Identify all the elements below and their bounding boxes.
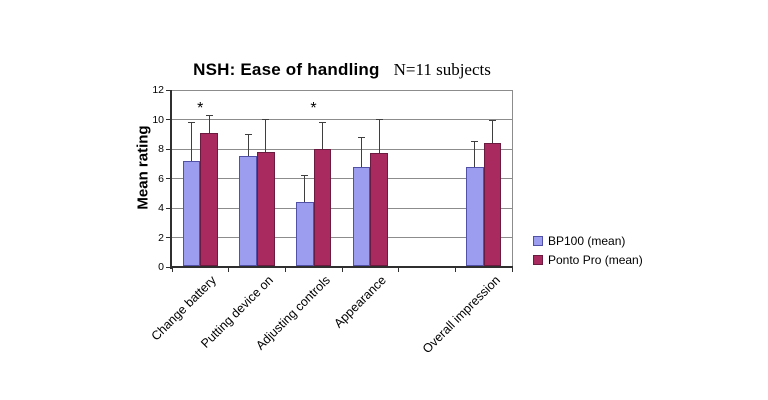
error-bar-cap	[471, 141, 479, 143]
chart-subtitle: N=11 subjects	[393, 60, 491, 79]
error-bar-cap	[244, 133, 252, 135]
x-category-label: Overall impression	[419, 273, 503, 357]
x-tick-mark	[171, 268, 173, 272]
gridline	[172, 89, 512, 91]
y-tick-label: 8	[158, 143, 164, 155]
bar-ponto-pro	[483, 143, 502, 266]
bar-ponto-pro	[257, 151, 275, 266]
error-bar-cap	[301, 175, 309, 177]
error-bar	[492, 120, 494, 144]
legend-label-bp100: BP100 (mean)	[548, 233, 626, 248]
y-axis-line	[170, 90, 172, 269]
error-bar	[304, 175, 306, 203]
y-tick-label: 0	[158, 261, 164, 273]
y-tick-mark	[166, 178, 170, 179]
x-tick-mark	[511, 268, 513, 272]
legend-swatch-bp100	[533, 235, 543, 246]
bar-ponto-pro	[370, 153, 389, 266]
error-bar-cap	[357, 136, 365, 138]
x-tick-mark	[284, 268, 286, 272]
error-bar	[322, 122, 324, 149]
error-bar	[474, 141, 476, 167]
bar-bp100	[352, 166, 371, 266]
chart-title: NSH: Ease of handling N=11 subjects	[140, 60, 544, 80]
y-tick-mark	[166, 89, 170, 91]
error-bar	[190, 122, 192, 161]
error-bar-cap	[262, 119, 270, 120]
y-tick-label: 12	[152, 84, 164, 96]
bar-ponto-pro	[313, 149, 332, 266]
y-axis-title: Mean rating	[134, 125, 152, 210]
gridline	[172, 119, 512, 120]
error-bar-cap	[375, 119, 383, 120]
y-tick-mark	[166, 237, 170, 238]
y-tick-mark	[166, 119, 170, 120]
bar-ponto-pro	[200, 132, 219, 266]
gridline	[172, 207, 512, 209]
error-bar-cap	[319, 121, 327, 123]
x-tick-mark	[228, 268, 230, 272]
significance-asterisk: *	[310, 100, 317, 117]
significance-asterisk: *	[197, 100, 204, 117]
gridline	[172, 178, 512, 179]
bar-bp100	[295, 202, 314, 266]
y-tick-label: 4	[158, 202, 164, 214]
y-tick-label: 2	[158, 231, 164, 244]
y-tick-mark	[166, 207, 170, 209]
bar-bp100	[239, 156, 257, 266]
x-tick-mark	[454, 268, 456, 272]
legend-item-ponto-pro: Ponto Pro (mean)	[533, 250, 643, 269]
y-tick-mark	[166, 148, 170, 150]
error-bar	[360, 137, 362, 167]
error-bar-cap	[489, 120, 497, 122]
x-tick-mark	[341, 268, 343, 272]
bar-bp100	[465, 166, 484, 266]
error-bar	[378, 119, 380, 154]
bar-bp100	[182, 160, 201, 266]
x-axis-line	[170, 266, 513, 268]
x-tick-mark	[398, 268, 400, 272]
error-bar	[208, 115, 210, 133]
plot-border-right	[512, 90, 513, 267]
legend: BP100 (mean) Ponto Pro (mean)	[533, 231, 643, 269]
error-bar	[247, 134, 249, 157]
gridline	[172, 237, 512, 238]
error-bar	[265, 119, 267, 152]
legend-item-bp100: BP100 (mean)	[533, 231, 643, 250]
y-tick-label: 10	[152, 113, 164, 126]
legend-swatch-ponto-pro	[533, 254, 543, 265]
gridline	[172, 148, 512, 150]
legend-label-ponto-pro: Ponto Pro (mean)	[548, 252, 643, 267]
y-tick-label: 6	[158, 172, 164, 185]
error-bar-cap	[205, 114, 213, 116]
y-tick-mark	[166, 266, 170, 268]
x-category-label: Appearance	[331, 273, 390, 331]
chart-title-main: NSH: Ease of handling	[193, 60, 380, 79]
error-bar-cap	[187, 121, 195, 123]
